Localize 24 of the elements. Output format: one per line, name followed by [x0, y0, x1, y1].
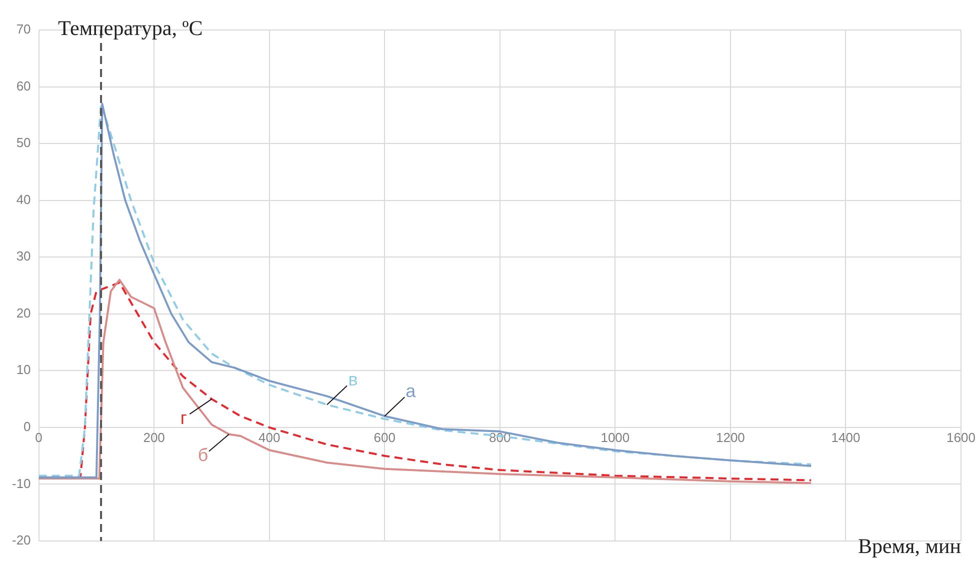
series-label: б: [198, 445, 208, 466]
y-tick-label: 50: [16, 135, 31, 150]
series-label: а: [406, 381, 417, 402]
x-tick-label: 1200: [716, 430, 745, 445]
y-tick-label: 40: [16, 192, 31, 207]
y-tick-label: 60: [16, 78, 31, 94]
x-tick-label: 0: [35, 430, 42, 445]
y-tick-label: -20: [12, 532, 31, 548]
y-tick-label: 10: [16, 362, 31, 378]
x-tick-label: 1600: [946, 430, 976, 445]
series-label: в: [348, 370, 358, 390]
x-tick-label: 600: [374, 430, 396, 445]
x-tick-label: 1400: [831, 430, 860, 445]
y-tick-label: 70: [16, 22, 31, 37]
y-tick-label: 20: [16, 305, 31, 320]
y-tick-label: 0: [24, 419, 31, 434]
y-axis-title: Температура, ºC: [58, 16, 203, 41]
x-tick-label: 200: [143, 430, 165, 445]
x-axis-title: Время, мин: [858, 534, 961, 559]
x-tick-label: 1000: [600, 430, 630, 445]
y-tick-label: -10: [12, 476, 31, 491]
y-tick-label: 30: [16, 248, 31, 264]
x-tick-label: 400: [258, 430, 280, 445]
series-label: г: [180, 408, 188, 428]
